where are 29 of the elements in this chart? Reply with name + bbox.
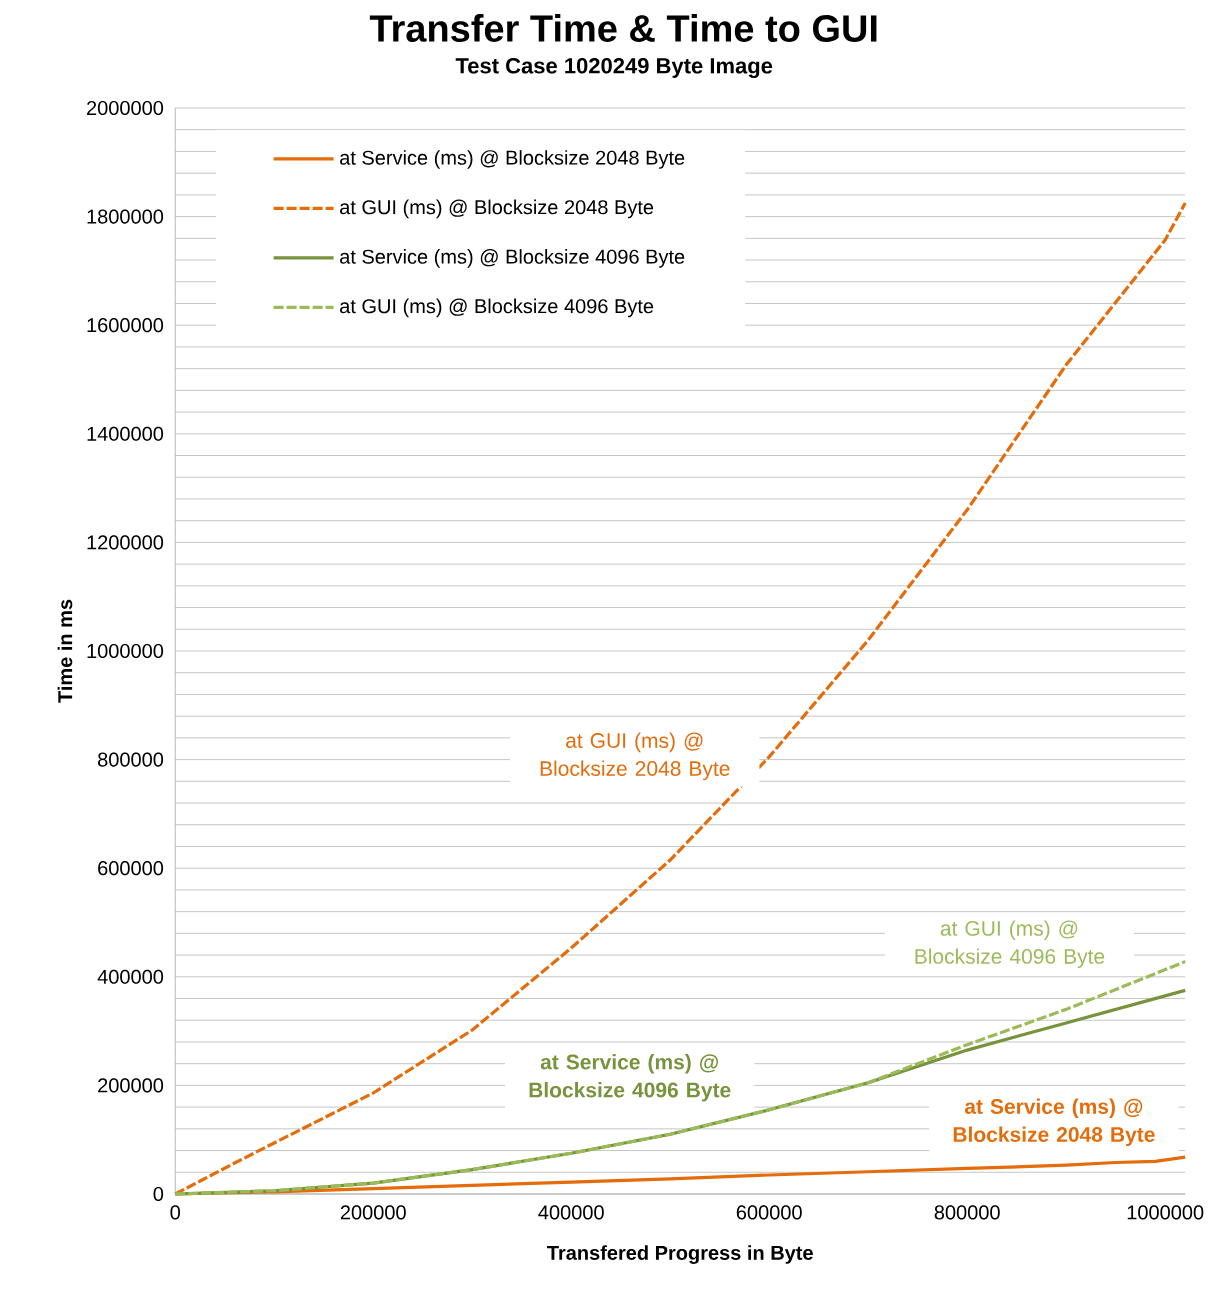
annotation: at GUI (ms) @ Blocksize 2048 Byte	[540, 732, 730, 781]
annotation: at Service (ms) @ Blocksize 2048 Byte	[953, 1098, 1155, 1147]
y-tick-label: 1600000	[87, 318, 163, 333]
x-tick-label: 800000	[934, 1205, 1000, 1220]
legend-label: at GUI (ms) @ Blocksize 2048 Byte	[339, 199, 654, 219]
y-tick-label: 1800000	[87, 209, 163, 224]
annotation: at Service (ms) @ Blocksize 4096 Byte	[529, 1054, 731, 1102]
y-tick-label: 1400000	[87, 426, 163, 441]
annotation: at GUI (ms) @ Blocksize 4096 Byte	[915, 920, 1105, 969]
y-tick-label: 0	[153, 1186, 164, 1202]
x-tick-label: 400000	[538, 1205, 604, 1220]
x-tick-label: 200000	[340, 1205, 406, 1220]
y-tick-label: 800000	[97, 752, 164, 767]
legend-label: at Service (ms) @ Blocksize 4096 Byte	[339, 249, 685, 268]
legend-label: at GUI (ms) @ Blocksize 4096 Byte	[339, 298, 654, 318]
x-tick-label: 0	[170, 1205, 180, 1220]
x-tick-label: 600000	[736, 1205, 802, 1220]
legend-label: at Service (ms) @ Blocksize 2048 Byte	[339, 150, 685, 169]
y-tick-label: 400000	[97, 969, 164, 984]
y-tick-label: 200000	[98, 1078, 164, 1093]
chart-title: Transfer Time & Time to GUI	[369, 14, 877, 42]
x-tick-label: 1000000	[1127, 1205, 1204, 1220]
x-axis-title: Transfered Progress in Byte	[546, 1245, 813, 1264]
y-tick-label: 600000	[98, 861, 164, 876]
y-tick-label: 2000000	[86, 100, 163, 116]
y-axis-title: Time in ms	[57, 599, 73, 703]
y-tick-label: 1200000	[87, 535, 163, 550]
chart-subtitle: Test Case 1020249 Byte Image	[455, 58, 773, 79]
y-tick-label: 1000000	[87, 643, 163, 659]
